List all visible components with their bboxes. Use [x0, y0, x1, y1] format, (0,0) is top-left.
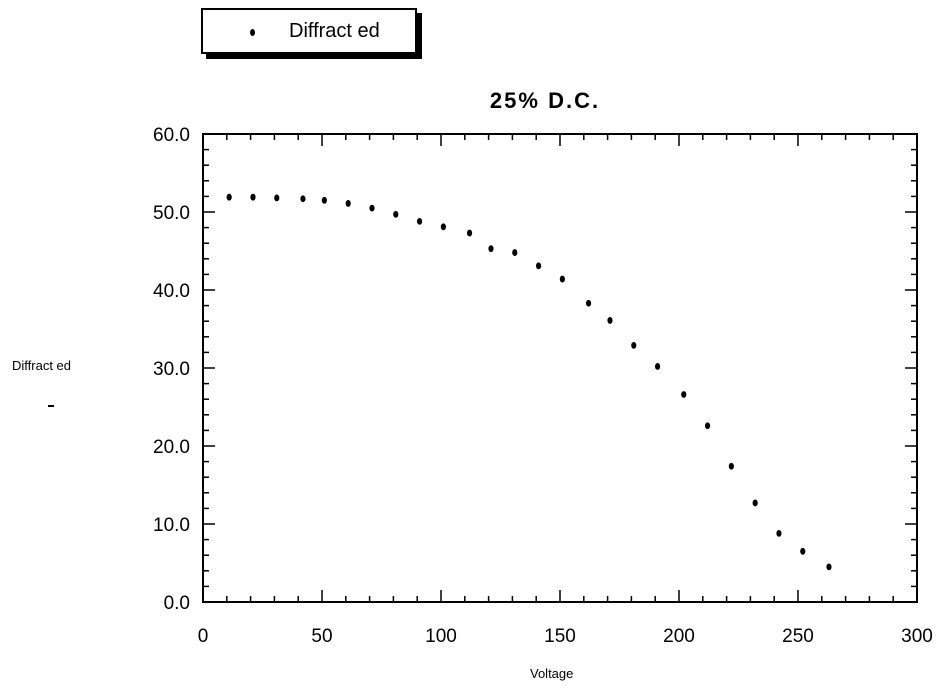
data-point: [393, 210, 399, 218]
x-tick-label: 0: [198, 626, 209, 647]
data-point: [704, 422, 711, 430]
y-axis-label: Diffract ed: [12, 358, 72, 373]
plot-frame: [202, 133, 918, 603]
y-tick-label: 0.0: [164, 593, 190, 614]
data-point: [488, 245, 494, 253]
data-point: [440, 223, 446, 231]
data-point: [512, 249, 518, 256]
data-point: [654, 363, 661, 370]
chart-title: 25% D.C.: [489, 88, 601, 113]
data-point: [226, 193, 232, 201]
data-point: [466, 229, 473, 237]
data-point: [826, 563, 832, 571]
data-point: [274, 194, 280, 202]
x-tick-label: 300: [901, 626, 933, 647]
data-point: [776, 529, 782, 537]
legend-label: Diffract ed: [289, 20, 380, 42]
data-point: [369, 204, 375, 212]
data-point: [416, 217, 423, 225]
legend: Diffract ed: [201, 8, 423, 59]
y-tick-label: 40.0: [153, 281, 190, 302]
data-point: [559, 275, 565, 283]
x-axis-label: Voltage: [530, 666, 574, 681]
data-point: [800, 547, 806, 555]
data-point: [681, 391, 687, 398]
legend-marker: [250, 29, 255, 36]
data-point: [321, 196, 327, 204]
x-tick-label: 100: [425, 626, 457, 647]
data-point: [607, 317, 613, 324]
data-point: [631, 341, 637, 349]
axis-label-dash: [48, 405, 54, 407]
y-tick-label: 60.0: [153, 125, 190, 146]
x-tick-label: 200: [663, 626, 695, 647]
data-point: [535, 262, 542, 270]
y-tick-label: 30.0: [153, 359, 190, 380]
x-tick-label: 50: [311, 626, 332, 647]
x-tick-label: 150: [544, 626, 576, 647]
data-point: [752, 499, 758, 507]
data-point: [585, 299, 592, 307]
data-point: [250, 193, 256, 201]
data-point: [728, 462, 734, 470]
data-point: [300, 195, 306, 203]
y-tick-label: 50.0: [153, 203, 190, 224]
data-point: [345, 200, 351, 207]
y-tick-label: 20.0: [153, 437, 190, 458]
y-tick-label: 10.0: [153, 515, 190, 536]
legend-box: Diffract ed: [201, 8, 417, 54]
x-tick-label: 250: [782, 626, 814, 647]
